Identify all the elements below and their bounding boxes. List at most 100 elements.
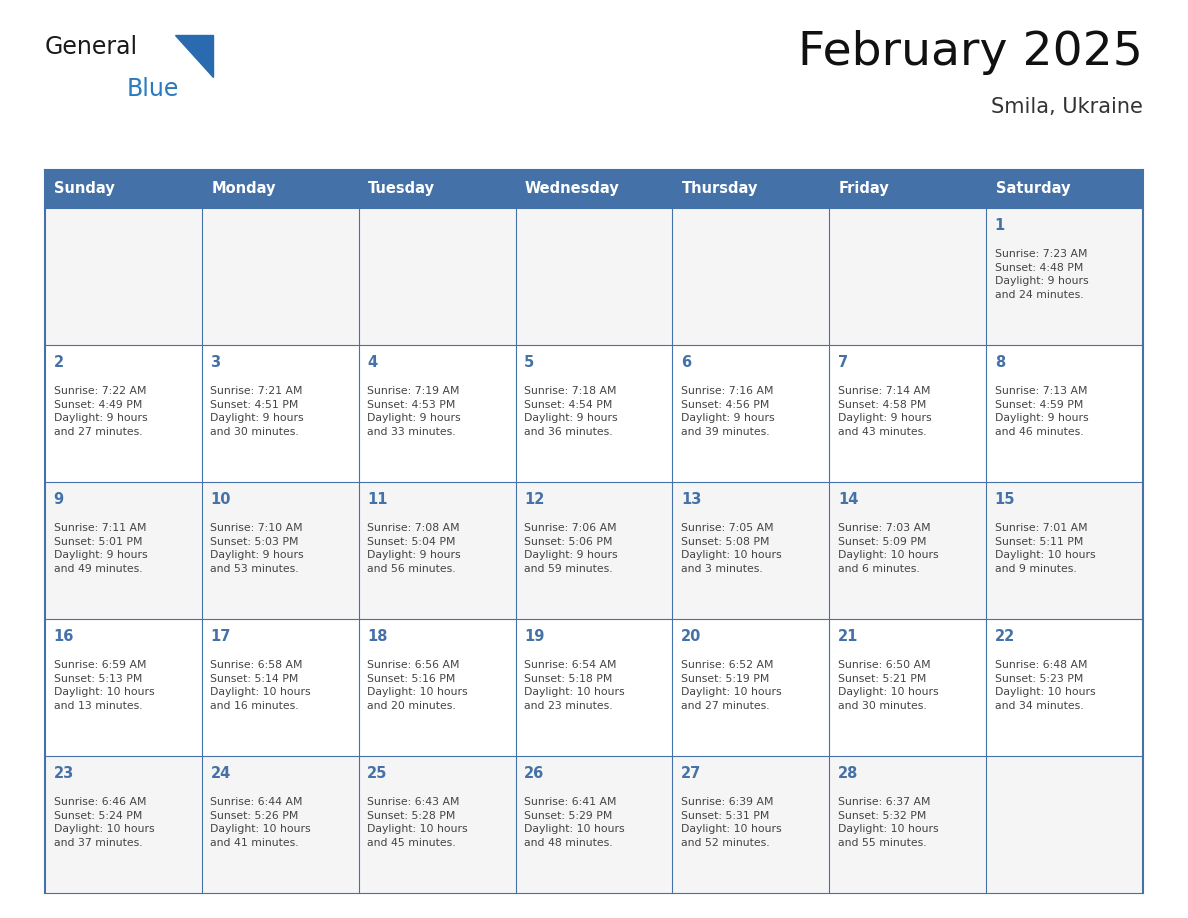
Text: 5: 5 xyxy=(524,354,535,370)
Text: 19: 19 xyxy=(524,629,544,644)
Text: Sunrise: 6:50 AM
Sunset: 5:21 PM
Daylight: 10 hours
and 30 minutes.: Sunrise: 6:50 AM Sunset: 5:21 PM Dayligh… xyxy=(838,660,939,711)
Text: Sunrise: 7:21 AM
Sunset: 4:51 PM
Daylight: 9 hours
and 30 minutes.: Sunrise: 7:21 AM Sunset: 4:51 PM Dayligh… xyxy=(210,386,304,437)
Text: 12: 12 xyxy=(524,492,544,507)
Text: General: General xyxy=(45,35,138,59)
Text: 2: 2 xyxy=(53,354,64,370)
Bar xyxy=(516,345,672,482)
Bar xyxy=(829,619,986,756)
Text: 17: 17 xyxy=(210,629,230,644)
Text: Sunrise: 7:16 AM
Sunset: 4:56 PM
Daylight: 9 hours
and 39 minutes.: Sunrise: 7:16 AM Sunset: 4:56 PM Dayligh… xyxy=(681,386,775,437)
Bar xyxy=(516,482,672,619)
Text: 26: 26 xyxy=(524,766,544,780)
Text: Sunrise: 6:52 AM
Sunset: 5:19 PM
Daylight: 10 hours
and 27 minutes.: Sunrise: 6:52 AM Sunset: 5:19 PM Dayligh… xyxy=(681,660,782,711)
Text: 21: 21 xyxy=(838,629,858,644)
Bar xyxy=(986,619,1143,756)
Text: Sunrise: 6:44 AM
Sunset: 5:26 PM
Daylight: 10 hours
and 41 minutes.: Sunrise: 6:44 AM Sunset: 5:26 PM Dayligh… xyxy=(210,797,311,848)
Bar xyxy=(672,619,829,756)
Bar xyxy=(202,345,359,482)
Bar xyxy=(359,756,516,893)
Bar xyxy=(359,345,516,482)
Text: 4: 4 xyxy=(367,354,378,370)
Bar xyxy=(202,619,359,756)
Text: February 2025: February 2025 xyxy=(798,30,1143,75)
Text: Sunrise: 6:59 AM
Sunset: 5:13 PM
Daylight: 10 hours
and 13 minutes.: Sunrise: 6:59 AM Sunset: 5:13 PM Dayligh… xyxy=(53,660,154,711)
Text: 28: 28 xyxy=(838,766,858,780)
Bar xyxy=(359,208,516,345)
Bar xyxy=(829,208,986,345)
Text: Sunrise: 7:13 AM
Sunset: 4:59 PM
Daylight: 9 hours
and 46 minutes.: Sunrise: 7:13 AM Sunset: 4:59 PM Dayligh… xyxy=(994,386,1088,437)
Text: Sunrise: 7:06 AM
Sunset: 5:06 PM
Daylight: 9 hours
and 59 minutes.: Sunrise: 7:06 AM Sunset: 5:06 PM Dayligh… xyxy=(524,523,618,574)
Bar xyxy=(829,756,986,893)
Text: Sunday: Sunday xyxy=(55,182,115,196)
Bar xyxy=(516,208,672,345)
Bar xyxy=(45,756,202,893)
Text: Blue: Blue xyxy=(127,77,179,101)
Text: 3: 3 xyxy=(210,354,221,370)
Bar xyxy=(672,756,829,893)
Text: Sunrise: 7:14 AM
Sunset: 4:58 PM
Daylight: 9 hours
and 43 minutes.: Sunrise: 7:14 AM Sunset: 4:58 PM Dayligh… xyxy=(838,386,931,437)
Bar xyxy=(986,345,1143,482)
Bar xyxy=(829,482,986,619)
Text: 25: 25 xyxy=(367,766,387,780)
Bar xyxy=(45,170,1143,208)
Text: Thursday: Thursday xyxy=(682,182,758,196)
Bar xyxy=(45,619,202,756)
Bar xyxy=(516,756,672,893)
Bar xyxy=(672,482,829,619)
Text: Sunrise: 6:39 AM
Sunset: 5:31 PM
Daylight: 10 hours
and 52 minutes.: Sunrise: 6:39 AM Sunset: 5:31 PM Dayligh… xyxy=(681,797,782,848)
Text: Sunrise: 6:58 AM
Sunset: 5:14 PM
Daylight: 10 hours
and 16 minutes.: Sunrise: 6:58 AM Sunset: 5:14 PM Dayligh… xyxy=(210,660,311,711)
Text: Friday: Friday xyxy=(839,182,890,196)
Text: Sunrise: 7:18 AM
Sunset: 4:54 PM
Daylight: 9 hours
and 36 minutes.: Sunrise: 7:18 AM Sunset: 4:54 PM Dayligh… xyxy=(524,386,618,437)
Text: 18: 18 xyxy=(367,629,387,644)
Bar xyxy=(672,345,829,482)
Text: 27: 27 xyxy=(681,766,701,780)
Text: Sunrise: 6:41 AM
Sunset: 5:29 PM
Daylight: 10 hours
and 48 minutes.: Sunrise: 6:41 AM Sunset: 5:29 PM Dayligh… xyxy=(524,797,625,848)
Text: Smila, Ukraine: Smila, Ukraine xyxy=(991,97,1143,117)
Bar xyxy=(202,756,359,893)
Bar xyxy=(202,208,359,345)
Text: Sunrise: 6:43 AM
Sunset: 5:28 PM
Daylight: 10 hours
and 45 minutes.: Sunrise: 6:43 AM Sunset: 5:28 PM Dayligh… xyxy=(367,797,468,848)
Text: Wednesday: Wednesday xyxy=(525,182,620,196)
Bar xyxy=(45,208,202,345)
Text: Saturday: Saturday xyxy=(996,182,1070,196)
Bar xyxy=(45,345,202,482)
Bar xyxy=(986,482,1143,619)
Text: Sunrise: 7:22 AM
Sunset: 4:49 PM
Daylight: 9 hours
and 27 minutes.: Sunrise: 7:22 AM Sunset: 4:49 PM Dayligh… xyxy=(53,386,147,437)
Text: Sunrise: 7:08 AM
Sunset: 5:04 PM
Daylight: 9 hours
and 56 minutes.: Sunrise: 7:08 AM Sunset: 5:04 PM Dayligh… xyxy=(367,523,461,574)
Polygon shape xyxy=(175,35,213,77)
Text: Sunrise: 7:03 AM
Sunset: 5:09 PM
Daylight: 10 hours
and 6 minutes.: Sunrise: 7:03 AM Sunset: 5:09 PM Dayligh… xyxy=(838,523,939,574)
Bar xyxy=(986,756,1143,893)
Text: Sunrise: 7:01 AM
Sunset: 5:11 PM
Daylight: 10 hours
and 9 minutes.: Sunrise: 7:01 AM Sunset: 5:11 PM Dayligh… xyxy=(994,523,1095,574)
Text: Sunrise: 7:23 AM
Sunset: 4:48 PM
Daylight: 9 hours
and 24 minutes.: Sunrise: 7:23 AM Sunset: 4:48 PM Dayligh… xyxy=(994,249,1088,300)
Text: 7: 7 xyxy=(838,354,848,370)
Text: Tuesday: Tuesday xyxy=(368,182,435,196)
Text: Sunrise: 7:10 AM
Sunset: 5:03 PM
Daylight: 9 hours
and 53 minutes.: Sunrise: 7:10 AM Sunset: 5:03 PM Dayligh… xyxy=(210,523,304,574)
Text: Sunrise: 7:11 AM
Sunset: 5:01 PM
Daylight: 9 hours
and 49 minutes.: Sunrise: 7:11 AM Sunset: 5:01 PM Dayligh… xyxy=(53,523,147,574)
Bar xyxy=(829,345,986,482)
Text: 23: 23 xyxy=(53,766,74,780)
Text: Sunrise: 7:19 AM
Sunset: 4:53 PM
Daylight: 9 hours
and 33 minutes.: Sunrise: 7:19 AM Sunset: 4:53 PM Dayligh… xyxy=(367,386,461,437)
Text: 9: 9 xyxy=(53,492,64,507)
Bar xyxy=(202,482,359,619)
Text: 6: 6 xyxy=(681,354,691,370)
Text: 13: 13 xyxy=(681,492,701,507)
Bar xyxy=(986,208,1143,345)
Text: Sunrise: 6:54 AM
Sunset: 5:18 PM
Daylight: 10 hours
and 23 minutes.: Sunrise: 6:54 AM Sunset: 5:18 PM Dayligh… xyxy=(524,660,625,711)
Text: Sunrise: 6:48 AM
Sunset: 5:23 PM
Daylight: 10 hours
and 34 minutes.: Sunrise: 6:48 AM Sunset: 5:23 PM Dayligh… xyxy=(994,660,1095,711)
Bar xyxy=(45,482,202,619)
Text: 15: 15 xyxy=(994,492,1016,507)
Bar xyxy=(516,619,672,756)
Text: 16: 16 xyxy=(53,629,74,644)
Bar xyxy=(672,208,829,345)
Text: 1: 1 xyxy=(994,218,1005,232)
Text: 22: 22 xyxy=(994,629,1015,644)
Text: 10: 10 xyxy=(210,492,230,507)
Text: Sunrise: 6:56 AM
Sunset: 5:16 PM
Daylight: 10 hours
and 20 minutes.: Sunrise: 6:56 AM Sunset: 5:16 PM Dayligh… xyxy=(367,660,468,711)
Text: 11: 11 xyxy=(367,492,387,507)
Text: 20: 20 xyxy=(681,629,701,644)
Text: 14: 14 xyxy=(838,492,858,507)
Text: Sunrise: 6:37 AM
Sunset: 5:32 PM
Daylight: 10 hours
and 55 minutes.: Sunrise: 6:37 AM Sunset: 5:32 PM Dayligh… xyxy=(838,797,939,848)
Text: Sunrise: 7:05 AM
Sunset: 5:08 PM
Daylight: 10 hours
and 3 minutes.: Sunrise: 7:05 AM Sunset: 5:08 PM Dayligh… xyxy=(681,523,782,574)
Text: Sunrise: 6:46 AM
Sunset: 5:24 PM
Daylight: 10 hours
and 37 minutes.: Sunrise: 6:46 AM Sunset: 5:24 PM Dayligh… xyxy=(53,797,154,848)
Text: Monday: Monday xyxy=(211,182,276,196)
